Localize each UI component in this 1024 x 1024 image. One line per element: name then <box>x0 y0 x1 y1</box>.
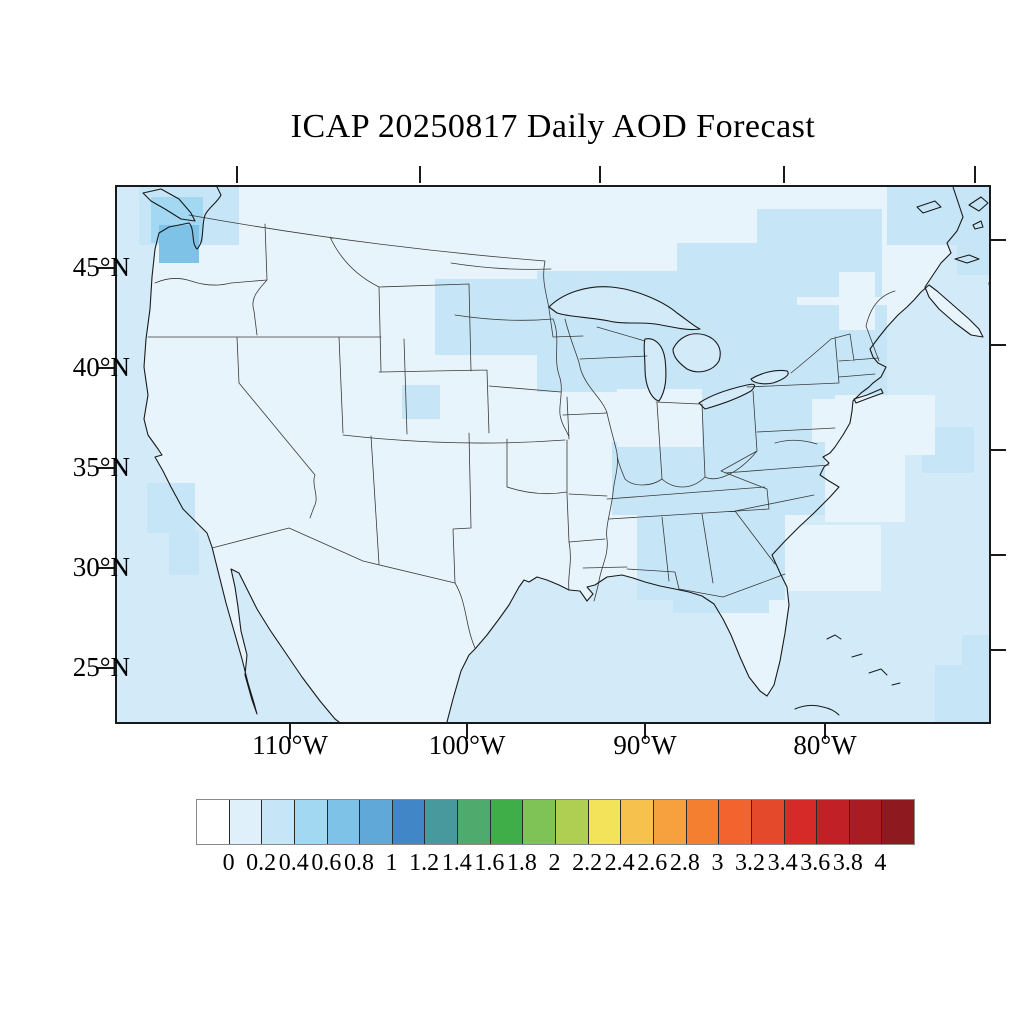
colorbar-tick-label: 2.2 <box>572 850 603 876</box>
lake-michigan <box>644 338 666 401</box>
colorbar-cell <box>587 800 621 844</box>
lat-tick-label: 35°N <box>72 452 130 482</box>
chart-title: ICAP 20250817 Daily AOD Forecast <box>290 108 816 145</box>
lon-tick-label: 100°W <box>428 730 506 760</box>
colorbar-cell <box>261 800 294 844</box>
colorbar-tick-label: 3.4 <box>767 850 798 876</box>
colorbar-tick-label: 0 <box>222 850 235 876</box>
lake-huron <box>673 333 721 372</box>
colorbar-tick-label: 3.2 <box>735 850 766 876</box>
colorbar-cell <box>848 800 882 844</box>
colorbar-cell <box>718 800 751 844</box>
colorbar-cell <box>293 800 327 844</box>
map-plot-frame <box>115 185 991 724</box>
lat-tick-label: 25°N <box>72 652 130 682</box>
lat-tick-right <box>989 344 1006 346</box>
lake-erie <box>699 384 755 409</box>
lon-tick-bottom <box>466 722 468 739</box>
colorbar-tick-label: 3.8 <box>832 850 863 876</box>
colorbar-cell <box>816 800 849 844</box>
lon-tick-top <box>974 166 976 183</box>
aod-colorbar-labels: 0 0.2 0.4 0.6 0.8 1 1.2 1.4 1.6 1.8 2 2.2 2.4 2.6 2.8 3… <box>196 851 913 877</box>
lon-tick-top <box>236 166 238 183</box>
aod-overlay-layer <box>139 187 989 722</box>
colorbar-cell <box>620 800 653 844</box>
colorbar-tick-label: 1 <box>385 850 398 876</box>
colorbar-cell <box>326 800 360 844</box>
lat-tick-left <box>97 667 114 669</box>
lake-superior <box>549 286 700 330</box>
colorbar-tick-label: 1.2 <box>409 850 440 876</box>
colorbar-tick-label: 3.6 <box>800 850 831 876</box>
colorbar-tick-label: 0.8 <box>343 850 374 876</box>
colorbar-tick-label: 2.8 <box>669 850 700 876</box>
lon-tick-label: 110°W <box>252 730 328 760</box>
colorbar-tick-label: 2 <box>548 850 561 876</box>
colorbar-tick-label: 3 <box>711 850 724 876</box>
lat-tick-label: 30°N <box>72 552 130 582</box>
lat-tick-right <box>989 239 1006 241</box>
coastline-layer <box>142 187 989 722</box>
colorbar-cell <box>359 800 392 844</box>
great-lakes <box>549 286 789 409</box>
state-borders <box>147 214 896 649</box>
colorbar-tick-label: 1.6 <box>474 850 505 876</box>
colorbar-cell <box>750 800 784 844</box>
lat-tick-left <box>97 267 114 269</box>
colorbar-tick-label: 2.4 <box>604 850 635 876</box>
lon-tick-label: 90°W <box>613 730 677 760</box>
lon-tick-bottom <box>644 722 646 739</box>
lat-tick-left <box>97 467 114 469</box>
colorbar-cell <box>228 800 262 844</box>
lon-tick-label: 80°W <box>793 730 857 760</box>
colorbar-tick-label: 1.4 <box>441 850 472 876</box>
lon-tick-bottom <box>824 722 826 739</box>
colorbar-cell <box>424 800 458 844</box>
lat-tick-left <box>97 567 114 569</box>
colorbar-cell <box>522 800 556 844</box>
lat-tick-label: 45°N <box>72 252 130 282</box>
lat-tick-right <box>989 449 1006 451</box>
colorbar-cell <box>652 800 686 844</box>
colorbar-cell <box>881 800 915 844</box>
colorbar-cell <box>685 800 719 844</box>
colorbar-tick-label: 0.4 <box>278 850 309 876</box>
lon-tick-top <box>783 166 785 183</box>
lon-tick-top <box>599 166 601 183</box>
colorbar-cell <box>457 800 490 844</box>
colorbar-cell <box>489 800 523 844</box>
colorbar-tick-label: 0.2 <box>246 850 277 876</box>
lat-tick-left <box>97 367 114 369</box>
lon-tick-bottom <box>289 722 291 739</box>
colorbar-tick-label: 2.6 <box>637 850 668 876</box>
colorbar-cell <box>197 800 229 844</box>
seattle-aod-max-patch <box>159 225 199 263</box>
colorbar-cell <box>391 800 425 844</box>
lat-tick-label: 40°N <box>72 352 130 382</box>
colorbar-tick-label: 4 <box>874 850 887 876</box>
bahamas-cuba-islands <box>794 634 901 716</box>
lat-tick-right <box>989 554 1006 556</box>
lat-tick-right <box>989 649 1006 651</box>
colorbar-tick-label: 1.8 <box>506 850 537 876</box>
colorbar-cell <box>783 800 817 844</box>
colorbar-cell <box>555 800 588 844</box>
aod-colorbar <box>196 799 915 845</box>
colorbar-tick-label: 0.6 <box>311 850 342 876</box>
lon-tick-top <box>419 166 421 183</box>
us-aod-map <box>117 187 989 722</box>
